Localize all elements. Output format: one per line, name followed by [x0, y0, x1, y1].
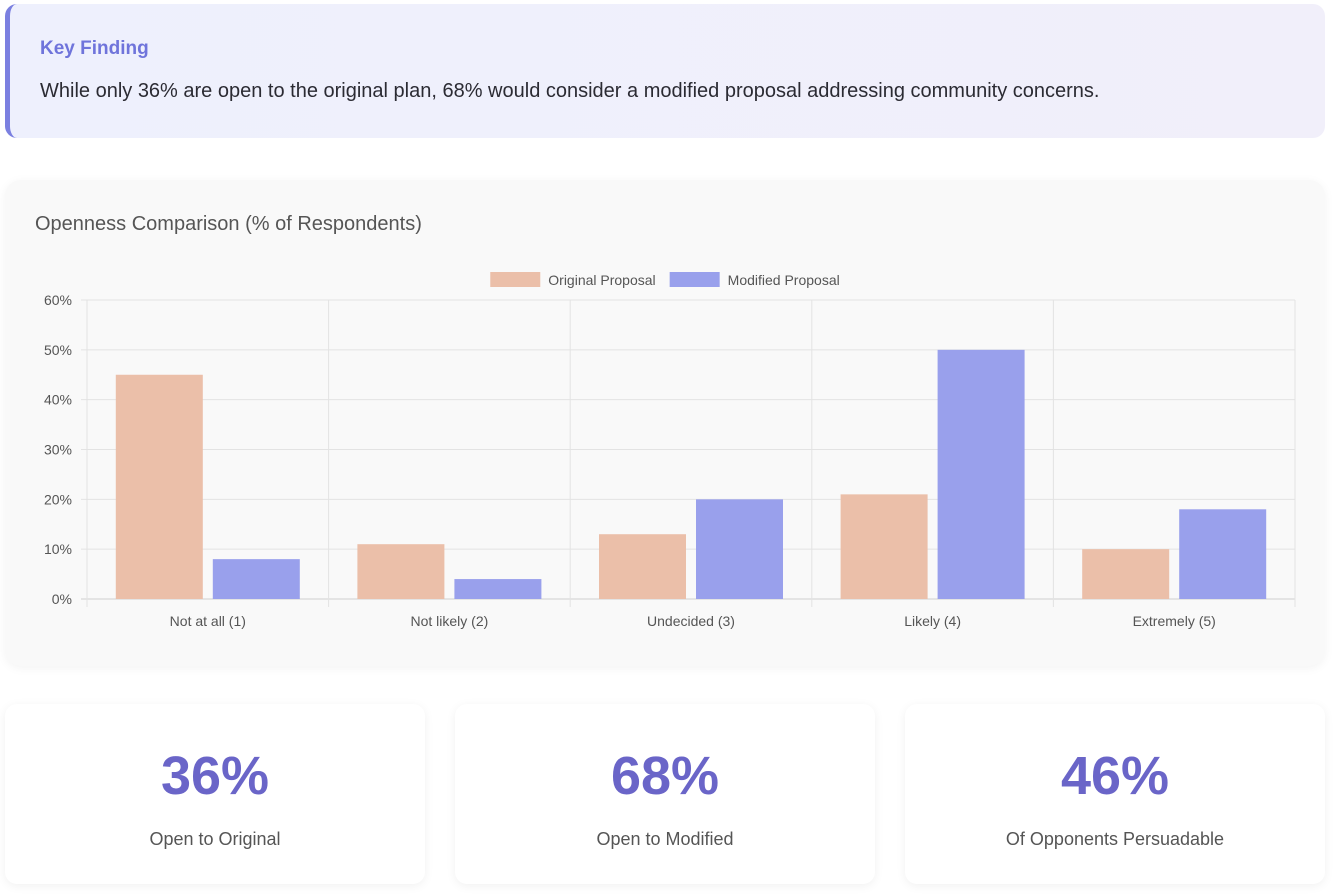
x-tick-label: Likely (4) [904, 613, 961, 629]
stat-value: 46% [1060, 746, 1170, 806]
legend[interactable]: Original Proposal Modified Proposal [490, 272, 840, 288]
axis-layer: 0% 10% 20% 30% 40% 50% 60% Not at all (1) Not li… [44, 292, 1216, 629]
legend-swatch-original[interactable] [490, 272, 541, 287]
bar-modified[interactable] [1179, 509, 1267, 599]
bar-original[interactable] [115, 374, 203, 599]
bar-modified[interactable] [212, 559, 300, 599]
stat-label: Open to Modified [596, 829, 734, 849]
stat-label: Open to Original [149, 829, 281, 849]
y-tick-label: 30% [44, 442, 72, 458]
bar-original[interactable] [357, 544, 445, 599]
y-tick-label: 60% [44, 292, 72, 308]
legend-swatch-modified[interactable] [669, 272, 720, 287]
x-tick-label: Not at all (1) [170, 613, 246, 629]
grid-layer [81, 299, 1296, 607]
y-tick-label: 20% [44, 491, 72, 507]
chart-title: Openness Comparison (% of Respondents) [35, 213, 422, 235]
stat-card-original: 36% Open to Original [5, 704, 425, 884]
x-tick-label: Not likely (2) [411, 613, 489, 629]
bars-layer [115, 349, 1267, 599]
y-tick-label: 50% [44, 342, 72, 358]
openness-bar-chart: 0% 10% 20% 30% 40% 50% 60% Not at all (1) Not li… [44, 272, 1296, 629]
legend-label-modified[interactable]: Modified Proposal [728, 272, 840, 288]
x-tick-label: Undecided (3) [647, 613, 735, 629]
key-finding-callout: Key Finding While only 36% are open to t… [5, 4, 1325, 138]
y-tick-label: 40% [44, 392, 72, 408]
bar-modified[interactable] [696, 499, 783, 599]
stat-value: 68% [610, 746, 720, 806]
key-finding-text: While only 36% are open to the original … [40, 80, 1100, 102]
legend-label-original[interactable]: Original Proposal [548, 272, 655, 288]
stat-value: 36% [160, 746, 270, 806]
bar-original[interactable] [1082, 549, 1170, 599]
stat-card-persuadable: 46% Of Opponents Persuadable [905, 704, 1325, 884]
chart-card: Openness Comparison (% of Respondents) 0… [5, 180, 1325, 666]
x-tick-label: Extremely (5) [1133, 613, 1216, 629]
bar-original[interactable] [599, 534, 686, 599]
y-tick-label: 10% [44, 541, 72, 557]
bar-modified[interactable] [937, 349, 1025, 599]
bar-original[interactable] [840, 494, 928, 599]
y-tick-label: 0% [52, 591, 72, 607]
stat-card-modified: 68% Open to Modified [455, 704, 875, 884]
bar-modified[interactable] [454, 579, 542, 599]
stat-label: Of Opponents Persuadable [1005, 829, 1225, 849]
key-finding-title: Key Finding [40, 38, 149, 59]
